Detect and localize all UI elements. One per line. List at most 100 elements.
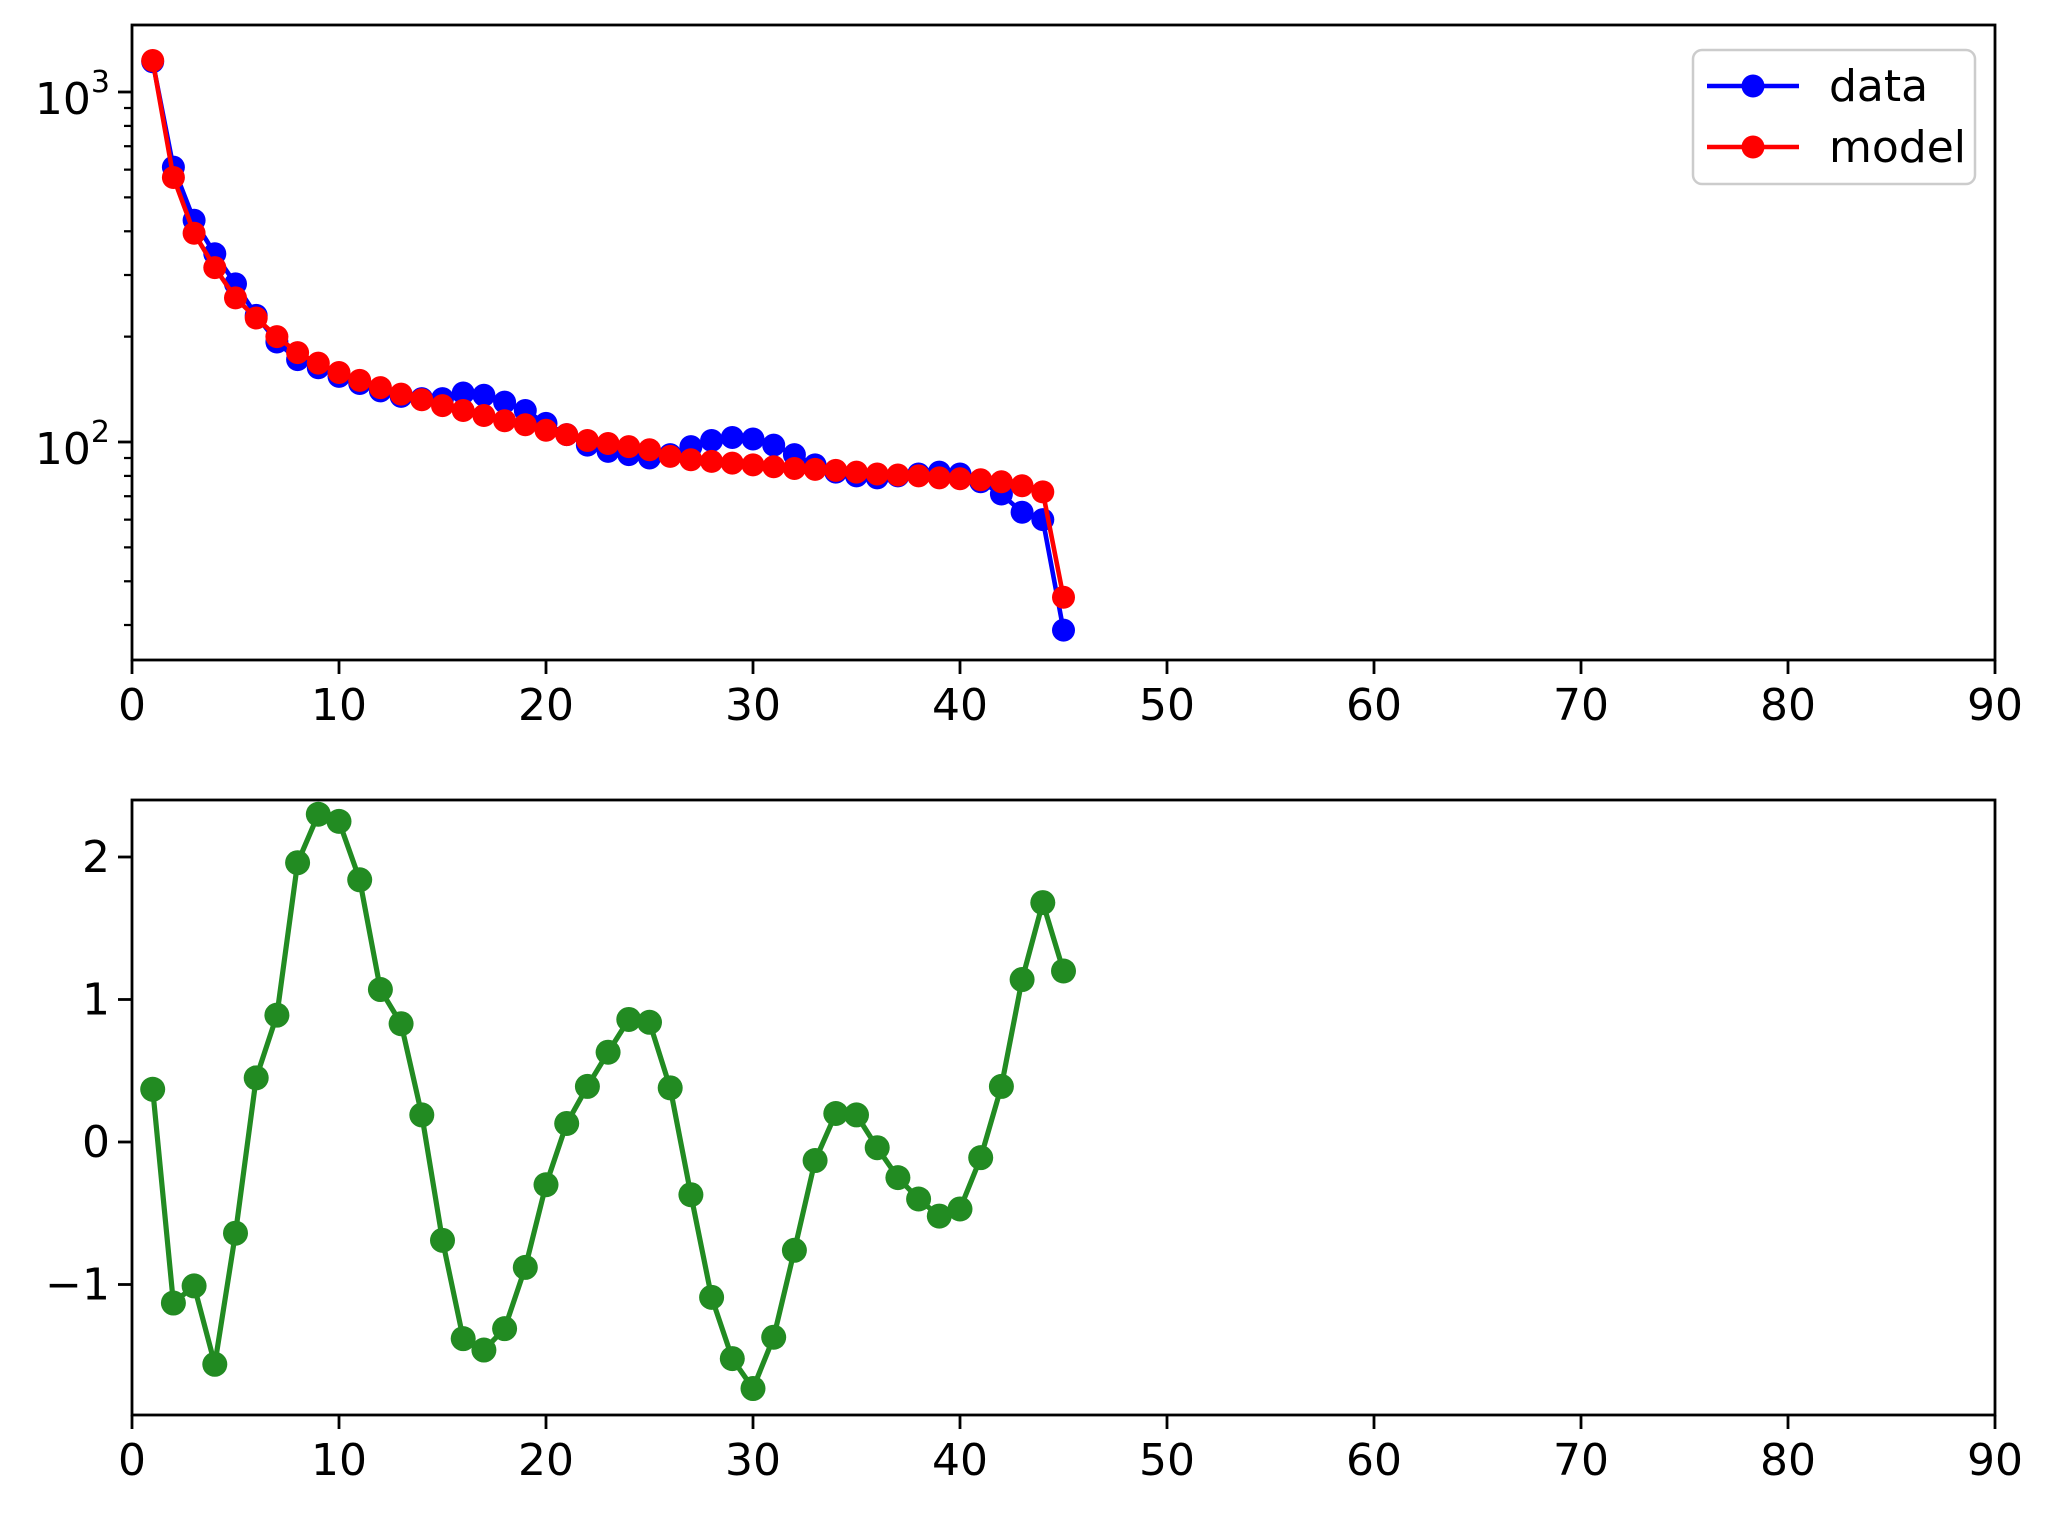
model-series-marker <box>1010 474 1034 498</box>
residuals-series-marker <box>678 1182 704 1208</box>
x-tick-label: 70 <box>1553 1435 1609 1486</box>
x-tick-label: 40 <box>932 680 988 731</box>
residuals-series-marker <box>160 1290 186 1316</box>
x-tick-label: 10 <box>311 1435 367 1486</box>
x-tick-label: 10 <box>311 680 367 731</box>
residuals-series-marker <box>988 1073 1014 1099</box>
legend-label: data <box>1829 61 1928 112</box>
model-series-marker <box>513 413 537 437</box>
model-series-marker <box>451 399 475 423</box>
model-series-marker <box>306 351 330 375</box>
model-series-marker <box>638 438 661 462</box>
top-plot: 0 10 20 30 40 50 60 70 80 90 102 103 <box>35 23 2023 731</box>
x-tick-label: 40 <box>932 1435 988 1486</box>
model-series-marker <box>658 444 682 468</box>
data-series-marker <box>741 427 765 451</box>
data-series-marker <box>493 390 517 414</box>
residuals-series-marker <box>223 1220 248 1246</box>
model-series-marker <box>575 428 599 452</box>
model-series-marker <box>224 286 247 310</box>
residuals-series-marker <box>864 1135 890 1161</box>
residuals-series-marker <box>285 850 311 876</box>
data-series-marker <box>1010 500 1034 524</box>
model-series-marker <box>886 463 910 487</box>
model-series-marker <box>989 470 1013 494</box>
model-series-marker <box>265 325 289 349</box>
legend-marker <box>1741 135 1765 159</box>
model-series-marker <box>244 306 268 330</box>
y-tick-label: 1 <box>82 975 110 1026</box>
model-series-marker <box>327 360 351 384</box>
residuals-series-marker <box>657 1075 683 1101</box>
model-series-marker <box>762 455 786 479</box>
residuals-series-marker <box>616 1006 642 1032</box>
data-series-marker <box>720 426 744 450</box>
x-axis: 0 10 20 30 40 50 60 70 80 90 <box>118 1415 2023 1486</box>
residuals-series-marker <box>968 1145 994 1171</box>
residuals-series-marker <box>492 1316 518 1342</box>
y-tick-label: −1 <box>45 1260 110 1311</box>
x-tick-label: 60 <box>1346 680 1402 731</box>
y-axis: −1 0 1 2 <box>45 832 132 1311</box>
residuals-series-marker <box>947 1196 973 1222</box>
residuals-series-marker <box>243 1065 269 1091</box>
residuals-series-marker <box>367 977 393 1003</box>
residuals-series-marker <box>512 1254 538 1280</box>
residuals-series-marker <box>450 1326 476 1352</box>
model-series-marker <box>720 451 744 475</box>
residuals-series-marker <box>471 1337 497 1363</box>
model-series-marker <box>969 468 993 492</box>
data-series-marker <box>472 383 496 407</box>
residuals-series-marker <box>823 1101 849 1126</box>
model-series-marker <box>596 432 620 456</box>
model-series-marker <box>182 221 206 245</box>
model-series-marker <box>410 388 434 412</box>
residuals-series-marker <box>430 1227 455 1253</box>
residuals-series-marker <box>740 1376 766 1402</box>
residuals-series-marker <box>1051 958 1076 984</box>
residuals-series-marker <box>326 808 352 834</box>
x-tick-label: 70 <box>1553 680 1609 731</box>
residuals-series-marker <box>533 1172 559 1198</box>
residuals-series-line <box>150 811 1066 1392</box>
data-series-marker <box>762 433 786 457</box>
residuals-series-marker <box>637 1009 662 1035</box>
x-tick-label: 30 <box>725 680 781 731</box>
model-series-marker <box>368 376 392 400</box>
data-series-marker <box>1052 618 1075 642</box>
residuals-series-marker <box>1030 890 1056 916</box>
x-tick-label: 0 <box>118 680 146 731</box>
x-tick-label: 20 <box>518 680 574 731</box>
residuals-series-marker <box>802 1148 828 1174</box>
legend-entry-data: data <box>1707 61 1928 112</box>
data-series-marker <box>700 428 724 452</box>
x-tick-label: 80 <box>1760 1435 1816 1486</box>
residuals-series-marker <box>781 1237 807 1263</box>
residuals-series-marker <box>844 1102 869 1128</box>
model-series-marker <box>389 382 413 406</box>
y-tick-label: 103 <box>35 65 110 125</box>
x-tick-label: 20 <box>518 1435 574 1486</box>
model-series-marker <box>161 165 185 189</box>
model-series-marker <box>1031 480 1055 504</box>
bottom-plot: 0 10 20 30 40 50 60 70 80 90 −1 0 1 2 <box>45 798 2023 1486</box>
residuals-series-marker <box>388 1011 414 1037</box>
model-series-marker <box>348 368 372 392</box>
y-tick-label: 2 <box>82 832 110 883</box>
legend: data model <box>1691 48 1977 186</box>
legend-label: model <box>1829 122 1966 173</box>
model-series-marker <box>141 49 165 73</box>
model-series-marker <box>1052 585 1075 609</box>
legend-entry-model: model <box>1707 122 1966 173</box>
x-tick-label: 90 <box>1967 680 2023 731</box>
residuals-series-marker <box>719 1346 745 1372</box>
model-series <box>141 49 1075 609</box>
y-tick-label: 0 <box>82 1117 110 1168</box>
x-tick-label: 80 <box>1760 680 1816 731</box>
residuals-series-marker <box>409 1102 435 1128</box>
residuals-series-marker <box>699 1284 725 1310</box>
x-tick-label: 60 <box>1346 1435 1402 1486</box>
model-series-marker <box>431 394 454 418</box>
model-series-marker <box>203 256 227 280</box>
